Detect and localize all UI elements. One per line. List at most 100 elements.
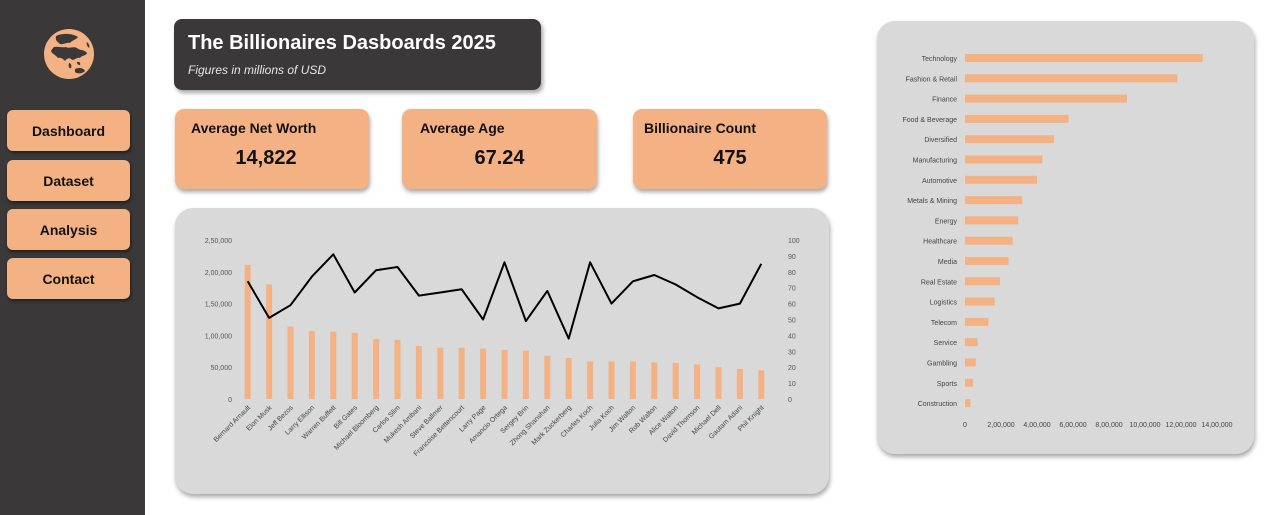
y-tick-label: 0 <box>228 397 232 404</box>
nav-dataset-button[interactable]: Dataset <box>7 160 130 201</box>
net-worth-bar <box>736 368 743 399</box>
industry-bar <box>965 155 1043 164</box>
x-category-label: Zhong Shanshan <box>509 404 552 447</box>
x-category-label: Amancio Ortega <box>468 404 509 445</box>
industry-label: Automotive <box>922 178 957 185</box>
industry-bar <box>965 236 1013 245</box>
industry-label: Finance <box>932 97 957 104</box>
industry-bar <box>965 216 1019 225</box>
industry-label: Manufacturing <box>913 158 957 165</box>
x-tick-label: 4,00,000 <box>1023 422 1050 429</box>
industry-bar-chart: Technology Fashion & Retail Finance Food & … <box>903 54 1233 429</box>
industry-label: Diversified <box>924 137 957 144</box>
industry-bar <box>965 54 1203 62</box>
net-worth-bar <box>501 349 508 399</box>
kpi-billionaire-count: Billionaire Count 475 <box>633 109 827 189</box>
y2-tick-label: 100 <box>788 238 800 245</box>
net-worth-bar <box>437 347 444 399</box>
y2-tick-label: 70 <box>788 286 796 293</box>
industry-bar <box>965 399 971 408</box>
net-worth-bar <box>351 332 358 399</box>
y2-tick-label: 0 <box>788 397 792 404</box>
net-worth-bar <box>694 364 701 399</box>
industry-label: Gambling <box>927 361 957 368</box>
y2-tick-label: 40 <box>788 333 796 340</box>
page-title: The Billionaires Dasboards 2025 <box>188 32 496 54</box>
globe-asia-icon <box>44 29 94 79</box>
industry-label: Media <box>938 259 957 266</box>
net-worth-bar <box>308 330 315 399</box>
net-worth-bar <box>608 361 615 399</box>
y2-tick-label: 20 <box>788 365 796 372</box>
y2-tick-label: 30 <box>788 349 796 356</box>
industry-label: Sports <box>937 381 958 388</box>
industry-label: Logistics <box>930 300 958 307</box>
top-billionaires-chart-panel: 0 50,000 1,00,000 1,50,000 2,00,000 2,50,000 0… <box>175 208 829 494</box>
industry-label: Technology <box>922 56 958 63</box>
net-worth-bar <box>587 361 594 399</box>
nav-dashboard-button[interactable]: Dashboard <box>7 110 130 151</box>
y-tick-label: 1,00,000 <box>205 333 232 340</box>
industry-bar <box>965 196 1023 205</box>
y-tick-label: 1,50,000 <box>205 302 232 309</box>
y2-tick-label: 60 <box>788 302 796 309</box>
y-tick-label: 2,00,000 <box>205 270 232 277</box>
industry-bar <box>965 114 1069 123</box>
nav-analysis-button[interactable]: Analysis <box>7 209 130 250</box>
industry-label: Energy <box>935 218 958 225</box>
net-worth-bar <box>244 264 251 399</box>
net-worth-bar <box>287 326 294 399</box>
x-category-label: Mukesh Ambani <box>383 404 423 444</box>
net-worth-bar <box>565 358 572 399</box>
industry-chart-panel: Technology Fashion & Retail Finance Food & … <box>877 21 1254 454</box>
industry-label: Healthcare <box>923 239 957 246</box>
y2-tick-label: 50 <box>788 318 796 325</box>
kpi-label: Average Age <box>420 120 505 136</box>
kpi-label: Billionaire Count <box>644 120 756 136</box>
net-worth-bar <box>394 339 401 399</box>
net-worth-bar <box>458 347 465 399</box>
title-card: The Billionaires Dasboards 2025 Figures … <box>174 19 541 90</box>
net-worth-bar <box>373 338 380 399</box>
y2-tick-label: 80 <box>788 270 796 277</box>
net-worth-bar <box>651 362 658 399</box>
industry-label: Telecom <box>931 320 957 327</box>
industry-bar <box>965 297 995 306</box>
x-tick-label: 2,00,000 <box>987 422 1014 429</box>
y-tick-label: 50,000 <box>211 365 233 372</box>
industry-bar <box>965 175 1037 184</box>
page-subtitle: Figures in millions of USD <box>188 63 327 77</box>
kpi-average-net-worth: Average Net Worth 14,822 <box>175 109 369 189</box>
industry-bar <box>965 94 1127 103</box>
industry-bar <box>965 338 978 347</box>
net-worth-bar <box>672 362 679 399</box>
industry-bar <box>965 317 989 326</box>
y2-tick-label: 10 <box>788 381 796 388</box>
industry-bar <box>965 277 1001 286</box>
net-worth-bar <box>715 367 722 399</box>
industry-bar <box>965 358 976 367</box>
age-line <box>246 253 763 340</box>
kpi-average-age: Average Age 67.24 <box>402 109 597 189</box>
kpi-value: 475 <box>713 147 747 169</box>
industry-bar <box>965 74 1178 83</box>
industry-label: Food & Beverage <box>903 117 958 124</box>
x-tick-label: 10,00,000 <box>1129 422 1160 429</box>
x-category-label: Bernard Arnault <box>213 404 252 443</box>
y-tick-label: 2,50,000 <box>205 238 232 245</box>
net-worth-bar <box>266 284 273 399</box>
industry-bar <box>965 135 1055 144</box>
net-worth-bar <box>415 345 422 399</box>
nav-contact-button[interactable]: Contact <box>7 258 130 299</box>
kpi-value: 67.24 <box>474 147 525 169</box>
industry-label: Construction <box>918 401 957 408</box>
net-worth-bar <box>629 361 636 399</box>
industry-label: Service <box>934 340 957 347</box>
industry-label: Metals & Mining <box>907 198 957 205</box>
top-billionaires-combo-chart: 0 50,000 1,00,000 1,50,000 2,00,000 2,50,000 0… <box>205 238 800 458</box>
net-worth-bar <box>330 331 337 399</box>
net-worth-bar <box>758 370 765 399</box>
industry-bar <box>965 257 1009 265</box>
x-tick-label: 8,00,000 <box>1095 422 1122 429</box>
y2-tick-label: 90 <box>788 254 796 261</box>
